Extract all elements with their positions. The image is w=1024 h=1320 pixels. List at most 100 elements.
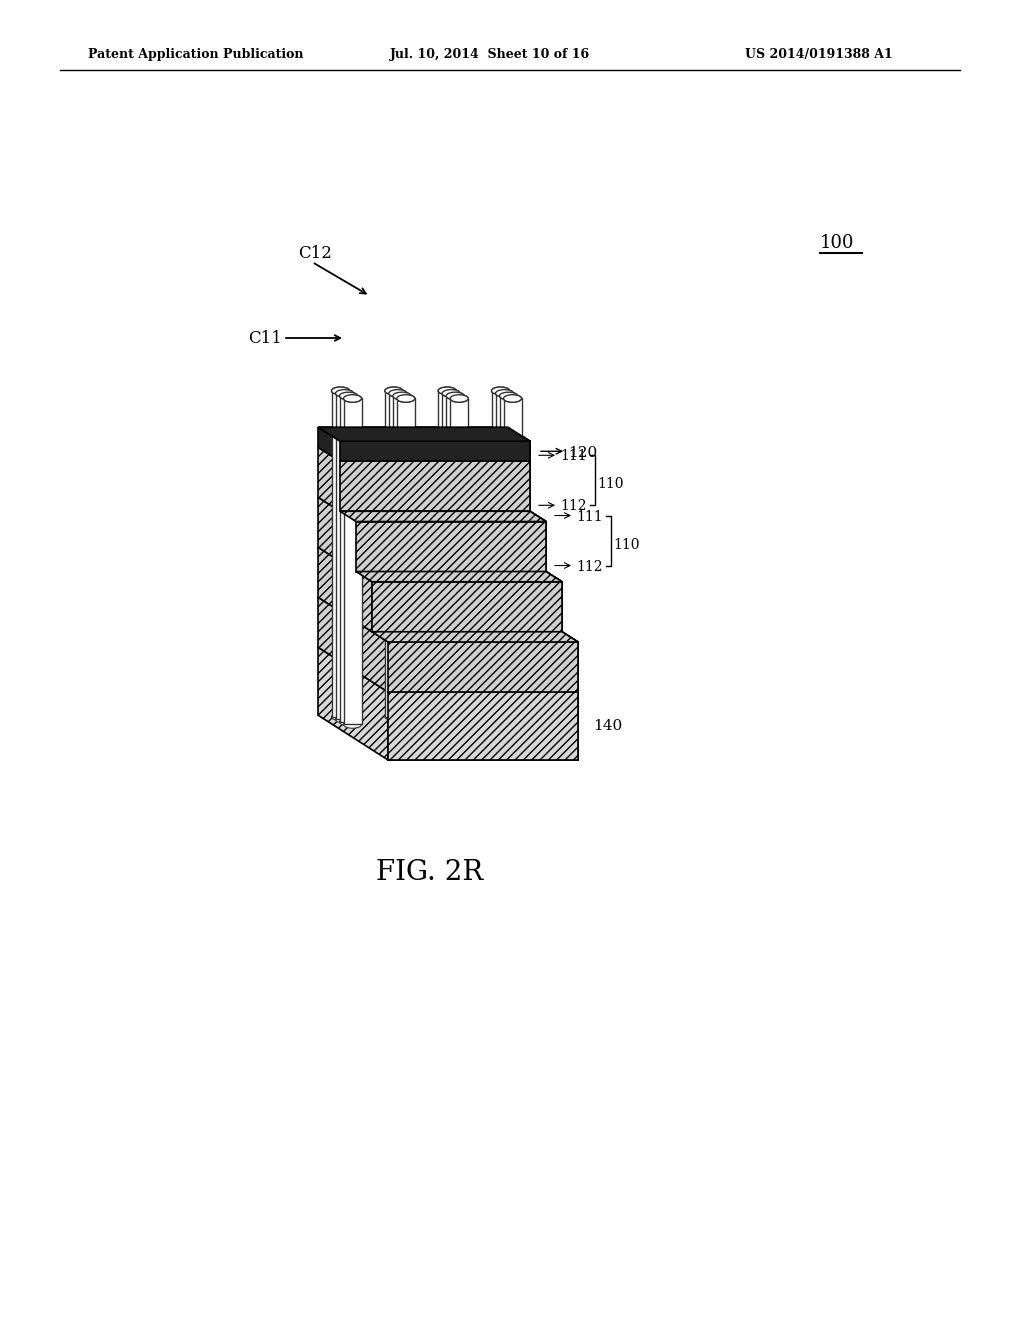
Polygon shape — [318, 428, 530, 441]
Polygon shape — [397, 399, 415, 725]
Ellipse shape — [393, 392, 411, 400]
Ellipse shape — [492, 387, 510, 395]
Polygon shape — [508, 647, 578, 760]
Polygon shape — [508, 498, 546, 572]
Ellipse shape — [336, 715, 353, 723]
Ellipse shape — [442, 389, 460, 397]
Ellipse shape — [446, 718, 464, 726]
Ellipse shape — [451, 721, 468, 729]
Polygon shape — [504, 399, 521, 725]
Ellipse shape — [397, 395, 415, 403]
Ellipse shape — [393, 392, 411, 400]
Text: US 2014/0191388 A1: US 2014/0191388 A1 — [745, 48, 893, 61]
Polygon shape — [393, 396, 411, 722]
Polygon shape — [492, 391, 510, 717]
Polygon shape — [388, 692, 578, 760]
Text: 111: 111 — [560, 449, 587, 463]
Polygon shape — [340, 461, 530, 511]
Ellipse shape — [393, 718, 411, 726]
Ellipse shape — [332, 713, 349, 721]
Polygon shape — [508, 597, 578, 692]
Ellipse shape — [438, 713, 456, 721]
Ellipse shape — [496, 389, 513, 397]
Polygon shape — [332, 391, 349, 717]
Polygon shape — [508, 548, 562, 632]
Text: Jul. 10, 2014  Sheet 10 of 16: Jul. 10, 2014 Sheet 10 of 16 — [390, 48, 590, 61]
Polygon shape — [318, 447, 340, 511]
Ellipse shape — [340, 392, 357, 400]
Polygon shape — [318, 428, 340, 461]
Ellipse shape — [438, 387, 456, 395]
Polygon shape — [340, 461, 530, 511]
Ellipse shape — [492, 713, 510, 721]
Ellipse shape — [385, 387, 402, 395]
Ellipse shape — [389, 389, 407, 397]
Polygon shape — [340, 396, 357, 722]
Ellipse shape — [451, 395, 468, 403]
Polygon shape — [451, 399, 468, 725]
Text: Patent Application Publication: Patent Application Publication — [88, 48, 303, 61]
Ellipse shape — [500, 392, 517, 400]
Ellipse shape — [496, 389, 513, 397]
Ellipse shape — [446, 392, 464, 400]
Polygon shape — [336, 393, 353, 719]
Ellipse shape — [385, 713, 402, 721]
Ellipse shape — [343, 395, 361, 403]
Polygon shape — [372, 582, 562, 632]
Ellipse shape — [332, 387, 349, 395]
Polygon shape — [318, 548, 562, 582]
Ellipse shape — [451, 395, 468, 403]
Polygon shape — [340, 441, 530, 461]
Polygon shape — [388, 642, 578, 692]
Polygon shape — [508, 447, 530, 511]
Polygon shape — [372, 632, 578, 642]
Polygon shape — [318, 498, 356, 572]
Ellipse shape — [438, 387, 456, 395]
Polygon shape — [318, 647, 578, 692]
Polygon shape — [318, 597, 388, 692]
Ellipse shape — [343, 395, 361, 403]
Polygon shape — [343, 399, 361, 725]
Polygon shape — [318, 548, 372, 632]
Polygon shape — [508, 548, 562, 632]
Ellipse shape — [332, 387, 349, 395]
Ellipse shape — [397, 395, 415, 403]
Ellipse shape — [336, 389, 353, 397]
Polygon shape — [318, 647, 388, 760]
Ellipse shape — [397, 721, 415, 729]
Text: 110: 110 — [613, 537, 640, 552]
Ellipse shape — [500, 392, 517, 400]
Polygon shape — [389, 393, 407, 719]
Ellipse shape — [340, 718, 357, 726]
Polygon shape — [508, 428, 530, 461]
Polygon shape — [508, 447, 530, 511]
Polygon shape — [508, 428, 530, 461]
Ellipse shape — [496, 715, 513, 723]
Ellipse shape — [385, 387, 402, 395]
Polygon shape — [508, 647, 578, 760]
Polygon shape — [388, 692, 578, 760]
Polygon shape — [446, 396, 464, 722]
Polygon shape — [318, 447, 530, 461]
Ellipse shape — [442, 715, 460, 723]
Polygon shape — [438, 391, 456, 717]
Polygon shape — [496, 393, 513, 719]
Polygon shape — [318, 597, 578, 642]
Ellipse shape — [446, 392, 464, 400]
Ellipse shape — [492, 387, 510, 395]
Ellipse shape — [340, 392, 357, 400]
Text: 120: 120 — [568, 446, 597, 461]
Polygon shape — [340, 511, 546, 521]
Text: 100: 100 — [820, 234, 854, 252]
Polygon shape — [508, 597, 578, 692]
Ellipse shape — [504, 395, 521, 403]
Polygon shape — [356, 521, 546, 572]
Polygon shape — [340, 441, 530, 461]
Text: 140: 140 — [593, 719, 623, 733]
Ellipse shape — [336, 389, 353, 397]
Text: C12: C12 — [298, 246, 332, 261]
Ellipse shape — [442, 389, 460, 397]
Polygon shape — [372, 582, 562, 632]
Polygon shape — [318, 428, 530, 441]
Text: C11: C11 — [248, 330, 282, 347]
